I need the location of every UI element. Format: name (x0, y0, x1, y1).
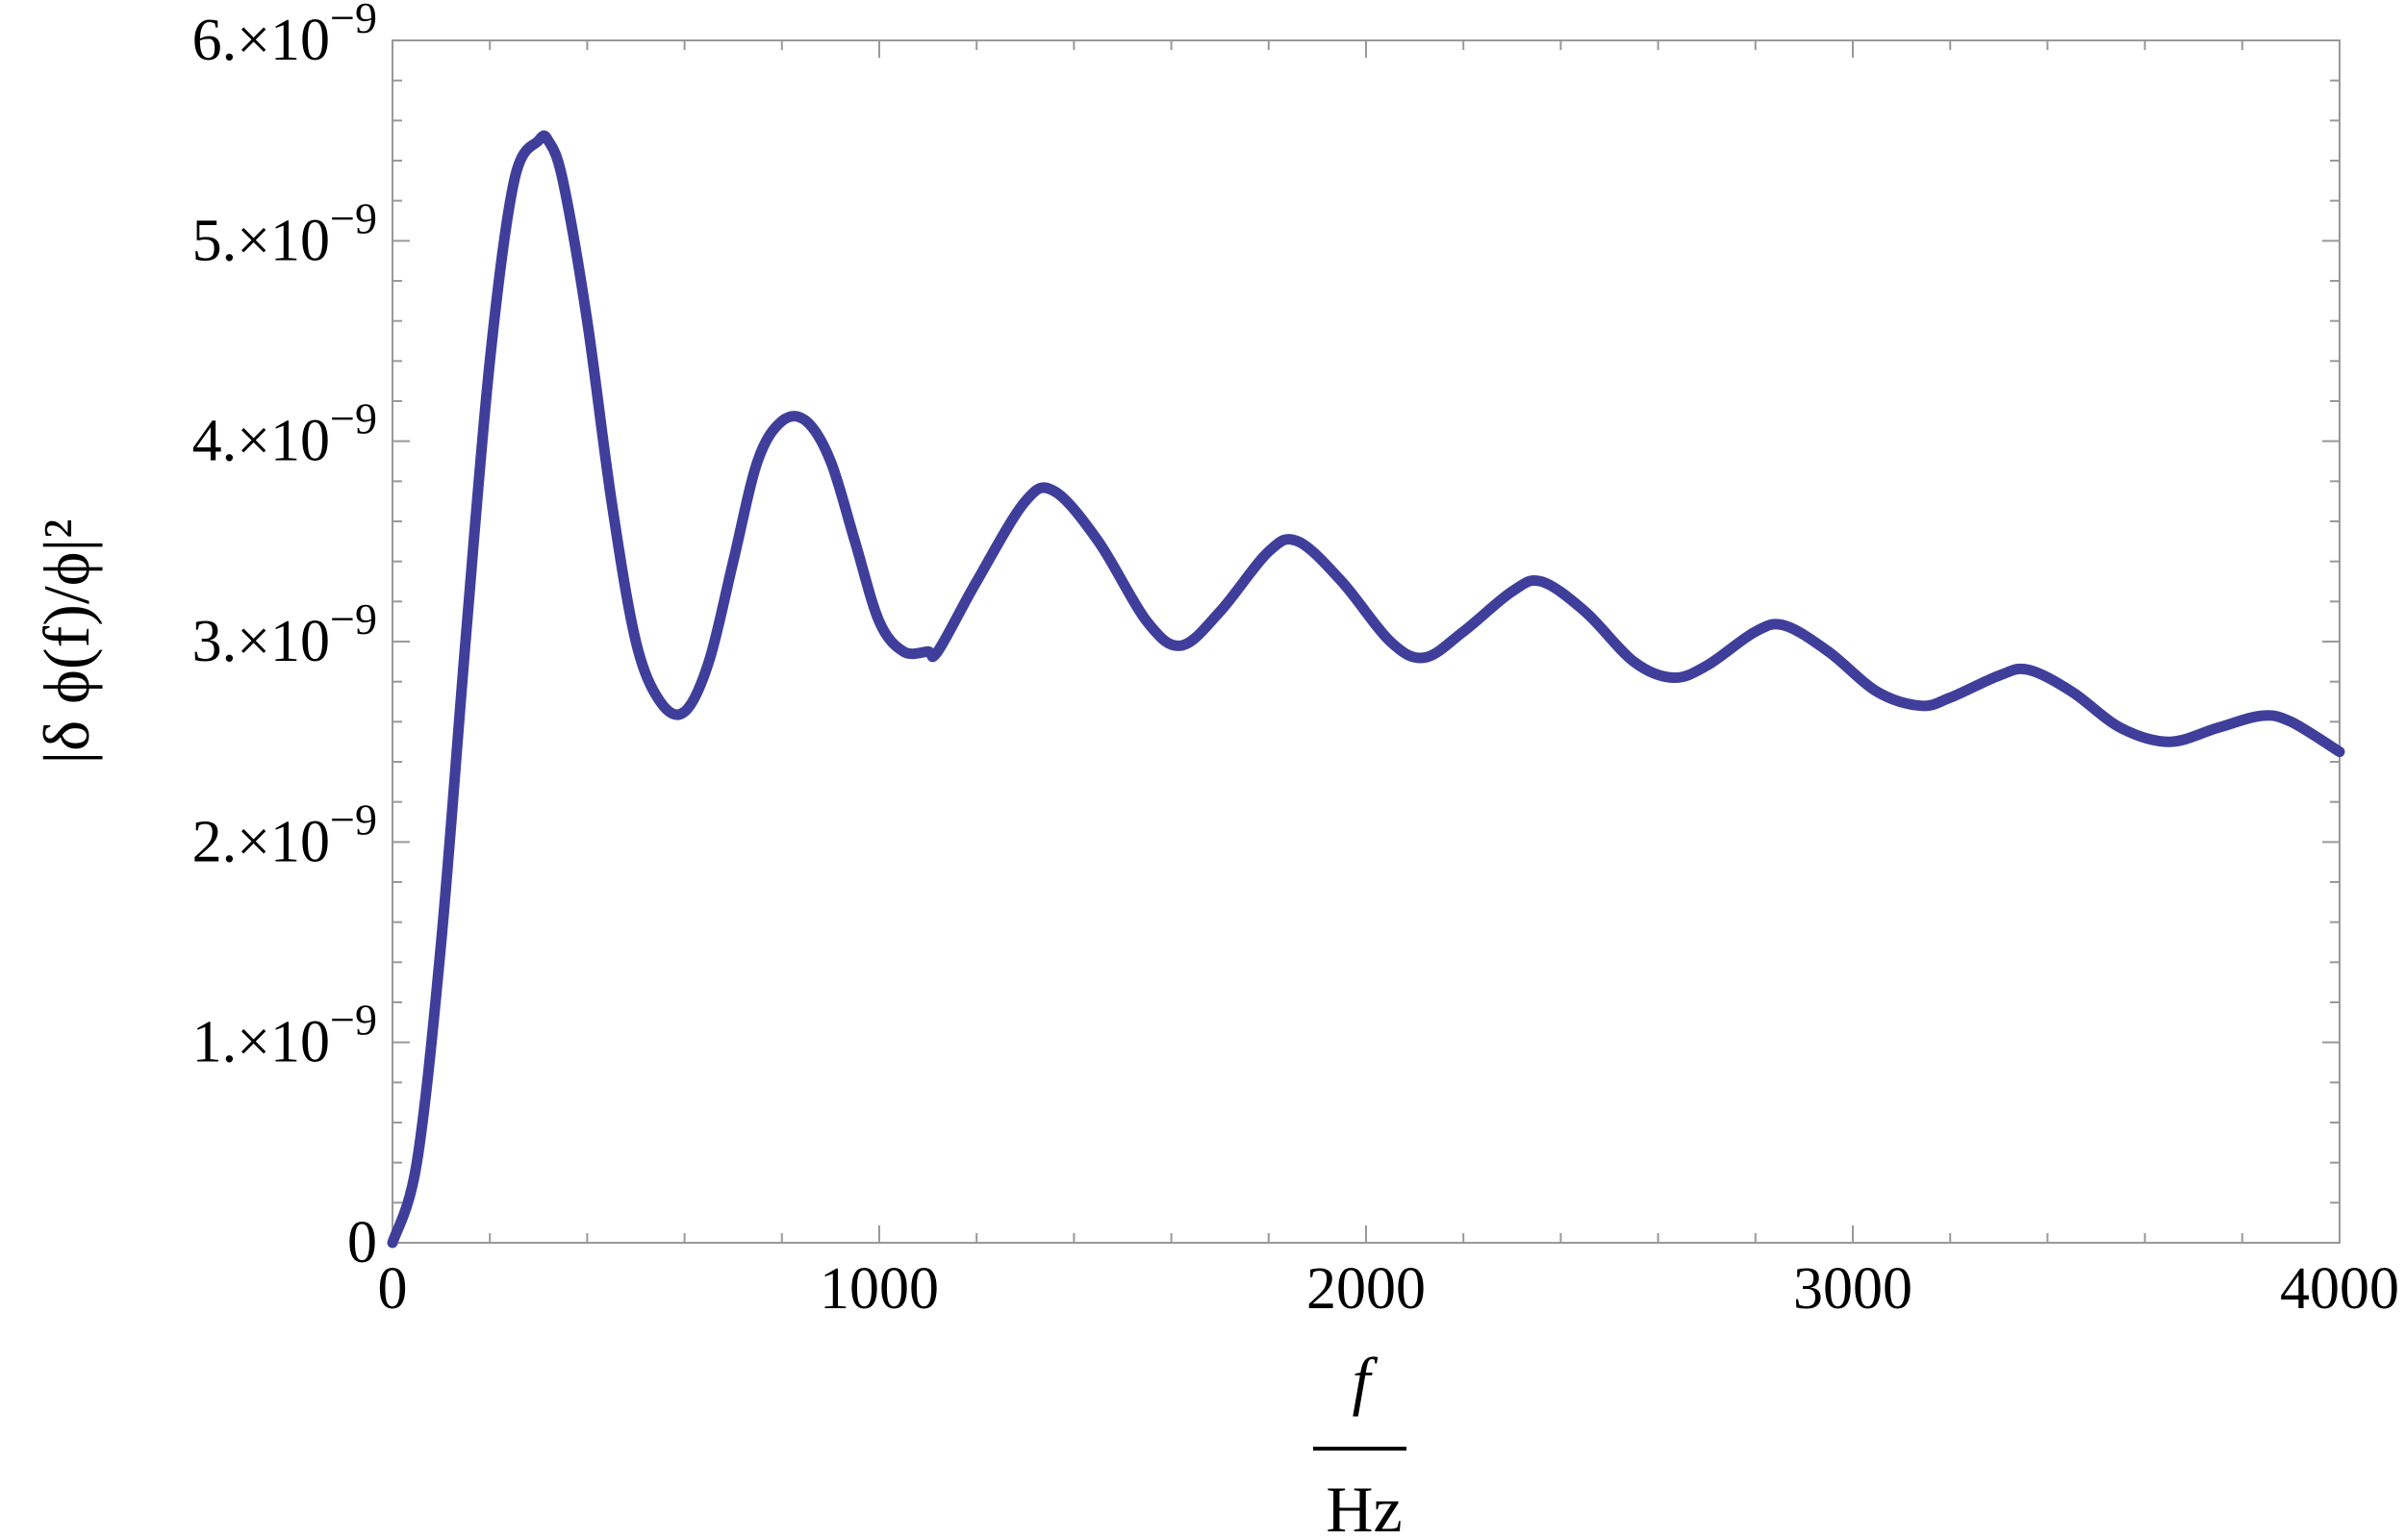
x-tick-label: 4000 (2280, 1256, 2399, 1322)
x-tick-label: 3000 (1793, 1256, 1912, 1322)
y-tick-label: 3.×10−9 (192, 594, 377, 674)
x-tick-label: 2000 (1306, 1256, 1426, 1322)
x-axis-label-denominator: Hz (1326, 1473, 1402, 1540)
y-axis-label: |δ ϕ(f)/ϕ|² (30, 518, 103, 764)
plot-frame (392, 39, 2341, 1244)
y-tick-labels: 0 1.×10−9 2.×10−9 3.×10−9 4.×10−9 5.×10−9 6.×1… (192, 0, 377, 1275)
x-tick-label: 0 (378, 1256, 408, 1322)
y-tick-label: 0 (347, 1210, 377, 1275)
x-axis-label-numerator: f (1353, 1344, 1379, 1417)
y-tick-label: 4.×10−9 (192, 394, 377, 474)
y-tick-label: 2.×10−9 (192, 795, 377, 874)
x-tick-labels: 0 1000 2000 3000 4000 (378, 1256, 2400, 1322)
y-tick-label: 5.×10−9 (192, 193, 377, 273)
data-series-line (387, 130, 2345, 1249)
y-tick-label: 6.×10−9 (192, 0, 377, 73)
y-tick-label: 1.×10−9 (192, 996, 377, 1075)
minor-ticks (392, 39, 2341, 1244)
x-tick-label: 1000 (820, 1256, 939, 1322)
